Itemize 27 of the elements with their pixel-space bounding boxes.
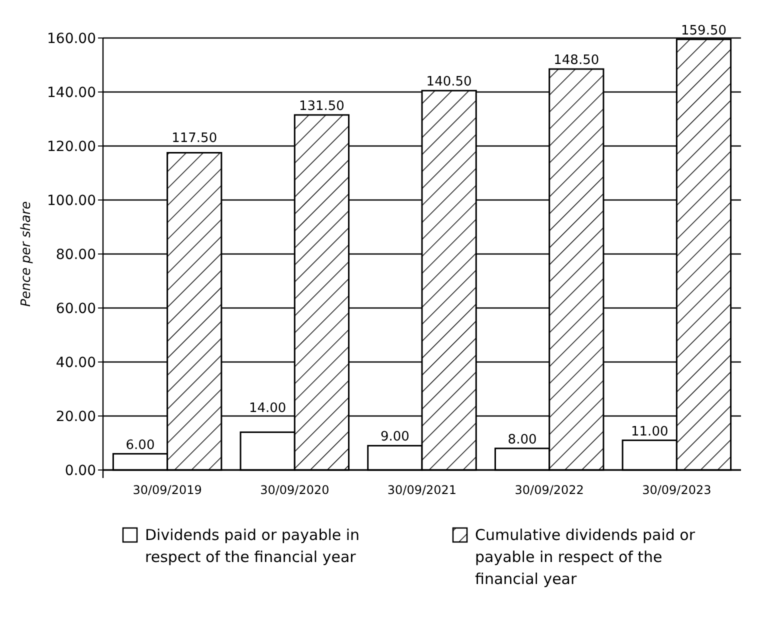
data-label: 9.00 xyxy=(380,430,410,445)
data-label: 14.00 xyxy=(248,401,286,416)
data-label: 6.00 xyxy=(126,438,155,453)
legend-label: Cumulative dividends paid or payable in respect of the financial year xyxy=(475,526,696,588)
y-tick-label: 140.00 xyxy=(47,84,96,101)
data-label: 148.50 xyxy=(554,53,600,68)
x-tick-label: 30/09/2023 xyxy=(642,483,712,497)
data-label: 159.50 xyxy=(681,23,726,38)
y-tick-label: 100.00 xyxy=(47,192,96,209)
y-tick-label: 120.00 xyxy=(47,138,96,155)
data-label: 131.50 xyxy=(298,98,344,114)
y-tick-label: 60.00 xyxy=(56,300,96,317)
y-tick-label: 160.00 xyxy=(47,30,96,47)
data-label: 140.50 xyxy=(426,74,472,90)
y-axis-title: Pence per share xyxy=(19,201,34,307)
y-tick-label: 0.00 xyxy=(64,462,96,479)
y-tick-label: 80.00 xyxy=(56,246,96,263)
data-label: 11.00 xyxy=(631,424,668,440)
y-tick-label: 40.00 xyxy=(56,354,96,371)
x-tick-label: 30/09/2021 xyxy=(387,483,457,497)
x-tick-label: 30/09/2019 xyxy=(132,483,202,497)
x-tick-label: 30/09/2020 xyxy=(260,483,330,497)
y-tick-label: 20.00 xyxy=(56,408,96,425)
legend-label: Dividends paid or payable in respect of the financial year xyxy=(145,526,360,566)
data-label: 117.50 xyxy=(172,131,218,146)
x-tick-label: 30/09/2022 xyxy=(514,483,584,497)
data-label: 8.00 xyxy=(508,432,537,448)
